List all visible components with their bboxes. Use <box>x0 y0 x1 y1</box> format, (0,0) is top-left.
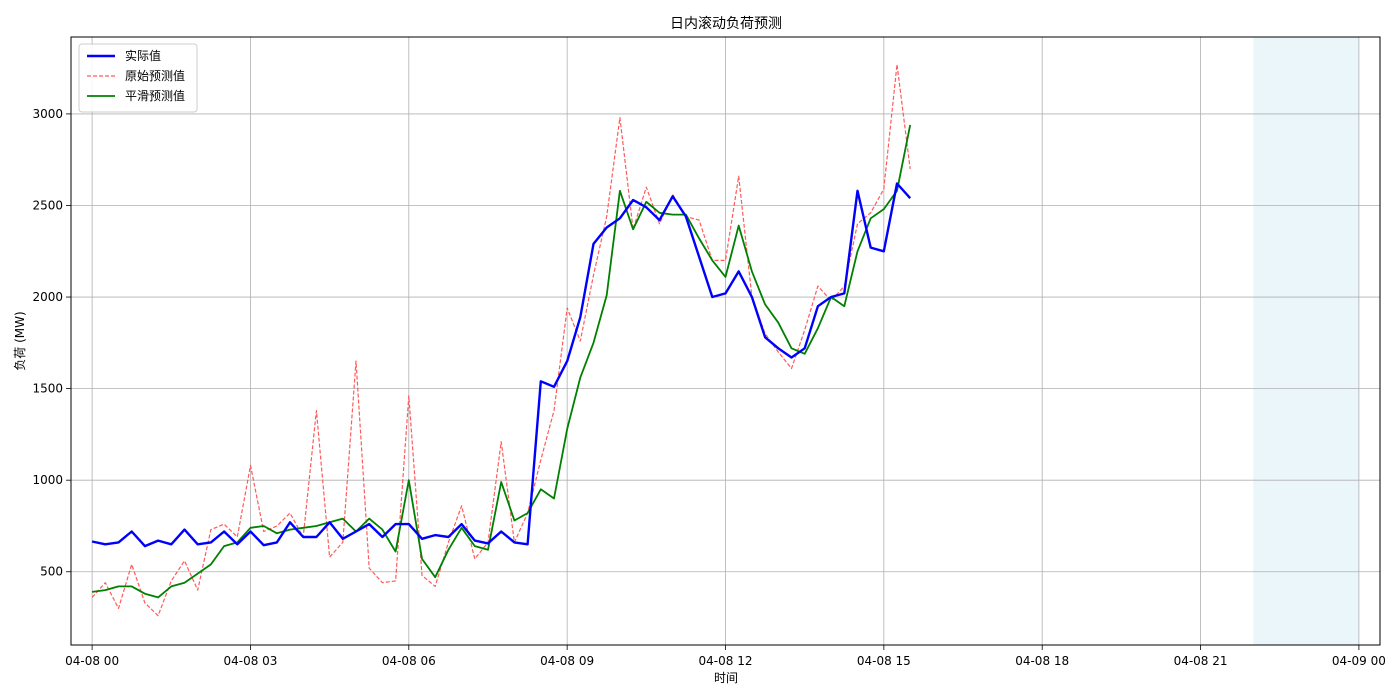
y-tick-label-3: 2000 <box>32 290 63 304</box>
series-line-2 <box>91 124 912 599</box>
chart-title: 日内滚动负荷预测 <box>670 15 782 32</box>
shaded-region-layer <box>1253 37 1359 645</box>
x-axis-title: 时间 <box>714 671 738 685</box>
series-line-0 <box>91 182 912 548</box>
x-tick-label-7: 04-08 21 <box>1174 654 1228 668</box>
x-tick-label-6: 04-08 18 <box>1015 654 1069 668</box>
y-tick-label-0: 500 <box>40 565 63 579</box>
legend-label-2: 平滑预测值 <box>125 88 185 103</box>
series-layer <box>91 63 912 617</box>
legend-box <box>78 43 198 113</box>
legend-label-0: 实际值 <box>125 48 161 63</box>
x-tick-label-1: 04-08 03 <box>223 654 277 668</box>
y-axis-title: 负荷 (MW) <box>13 311 27 370</box>
x-tick-label-2: 04-08 06 <box>382 654 436 668</box>
y-tick-label-2: 1500 <box>32 382 63 396</box>
x-tick-label-3: 04-08 09 <box>540 654 594 668</box>
grid-layer <box>71 37 1380 645</box>
y-tick-label-1: 1000 <box>32 473 63 487</box>
x-tick-label-4: 04-08 12 <box>699 654 753 668</box>
x-tick-label-8: 04-09 00 <box>1332 654 1386 668</box>
x-tick-label-5: 04-08 15 <box>857 654 911 668</box>
legend-label-1: 原始预测值 <box>125 68 185 83</box>
x-tick-label-0: 04-08 00 <box>65 654 119 668</box>
tick-layer: 04-08 00 04-08 03 04-08 06 04-08 09 04-08 12… <box>32 107 1385 668</box>
y-tick-label-5: 3000 <box>32 107 63 121</box>
shaded-forecast-region <box>1253 37 1359 645</box>
y-tick-label-4: 2500 <box>32 198 63 212</box>
